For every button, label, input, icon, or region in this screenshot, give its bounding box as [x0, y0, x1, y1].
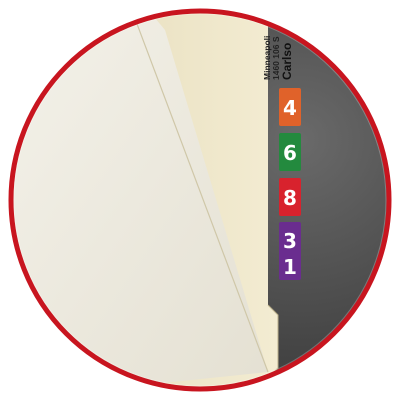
color-tab-1-text: 1	[283, 255, 297, 279]
color-tab-4-text: 4	[283, 96, 297, 120]
color-tab-3-text: 3	[283, 229, 297, 253]
color-tab-6-text: 6	[283, 141, 297, 165]
color-tab-8-text: 8	[283, 186, 297, 210]
label-line-3: Carlso	[280, 43, 294, 80]
